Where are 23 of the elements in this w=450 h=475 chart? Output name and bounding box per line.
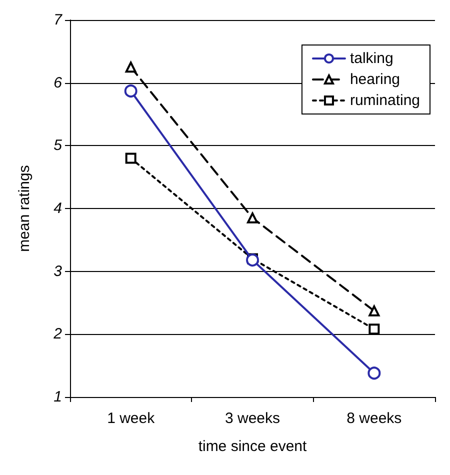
y-tick-label: 6 [54,74,63,92]
point [368,305,380,316]
y-tick-label: 5 [54,137,63,154]
point [125,62,136,73]
legend-label: hearing [350,71,400,88]
point [246,254,259,267]
y-tick-label: 3 [54,262,63,280]
y-tick-label: 4 [54,200,62,217]
x-tick-label: 8 weeks [346,410,402,427]
y-tick-label: 1 [54,388,62,406]
point [368,324,380,335]
y-tick-label: 2 [52,326,63,343]
x-axis-title: time since event [198,438,308,455]
y-axis-title: mean ratings [16,165,33,252]
point [368,366,381,380]
legend-label: ruminating [350,92,420,109]
legend-label: talking [350,50,394,67]
x-tick-label: 3 weeks [224,410,280,427]
point [124,84,138,98]
x-tick-label: 1 week [107,410,156,427]
point [125,152,136,164]
point [247,212,258,224]
y-tick-label: 7 [54,12,63,28]
